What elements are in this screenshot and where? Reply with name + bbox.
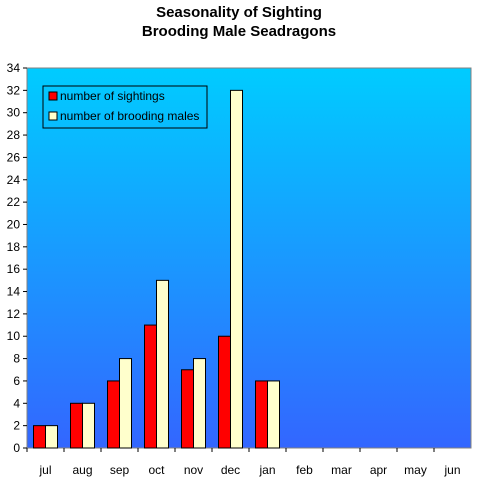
y-tick-label: 12 xyxy=(7,307,21,321)
legend: number of sightings number of brooding ma… xyxy=(42,85,208,129)
x-tick-label: aug xyxy=(72,463,92,477)
x-tick-label: sep xyxy=(110,463,130,477)
x-tick-label: jun xyxy=(443,463,460,477)
x-tick-label: feb xyxy=(296,463,313,477)
y-tick-label: 16 xyxy=(7,262,21,276)
y-tick-label: 8 xyxy=(13,352,20,366)
y-tick-label: 28 xyxy=(7,128,21,142)
y-tick-label: 20 xyxy=(7,217,21,231)
bar-sightings-dec xyxy=(218,335,231,449)
chart-title: Seasonality of Sighting Brooding Male Se… xyxy=(0,3,478,41)
y-tick-label: 2 xyxy=(13,419,20,433)
y-tick-label: 32 xyxy=(7,83,21,97)
bar-brooding-males-nov xyxy=(193,358,206,449)
x-tick-label: jan xyxy=(258,463,275,477)
x-tick-label: jul xyxy=(38,463,51,477)
legend-box xyxy=(42,85,208,129)
chart-title-line-2: Brooding Male Seadragons xyxy=(141,23,337,40)
bar-sightings-sep xyxy=(107,380,120,449)
y-tick-label: 30 xyxy=(7,106,21,120)
bar-brooding-males-oct xyxy=(156,279,169,449)
y-tick-label: 10 xyxy=(7,329,21,343)
x-tick-label: may xyxy=(404,463,427,477)
bar-sightings-oct xyxy=(144,324,157,449)
y-tick-label: 14 xyxy=(7,285,21,299)
x-tick-label: apr xyxy=(370,463,387,477)
chart-title-line-1: Seasonality of Sighting xyxy=(156,4,322,21)
legend-swatch xyxy=(48,111,58,121)
legend-swatch xyxy=(48,91,58,101)
bars xyxy=(33,89,280,449)
plot-area xyxy=(26,67,472,449)
x-tick-label: dec xyxy=(221,463,240,477)
y-tick-label: 26 xyxy=(7,150,21,164)
bar-brooding-males-jan xyxy=(267,380,280,449)
x-tick-label: mar xyxy=(331,463,352,477)
y-tick-label: 18 xyxy=(7,240,21,254)
x-tick-label: oct xyxy=(148,463,165,477)
y-tick-label: 34 xyxy=(7,61,21,75)
bar-sightings-jul xyxy=(33,425,46,449)
bar-sightings-aug xyxy=(70,402,83,449)
y-tick-label: 24 xyxy=(7,173,21,187)
x-tick-label: nov xyxy=(184,463,203,477)
bar-brooding-males-dec xyxy=(230,89,243,449)
bar-sightings-jan xyxy=(255,380,268,449)
bar-brooding-males-sep xyxy=(119,358,132,449)
bar-sightings-nov xyxy=(181,369,194,449)
x-axis: jul aug sep oct nov dec jan feb mar apr may jun xyxy=(26,448,461,477)
legend-label: number of brooding males xyxy=(60,109,199,123)
legend-label: number of sightings xyxy=(60,89,165,103)
bar-brooding-males-jul xyxy=(45,425,58,449)
y-tick-label: 22 xyxy=(7,195,21,209)
bar-brooding-males-aug xyxy=(82,402,95,449)
y-tick-label: 0 xyxy=(13,441,20,455)
y-tick-label: 4 xyxy=(13,396,20,410)
y-tick-label: 6 xyxy=(13,374,20,388)
